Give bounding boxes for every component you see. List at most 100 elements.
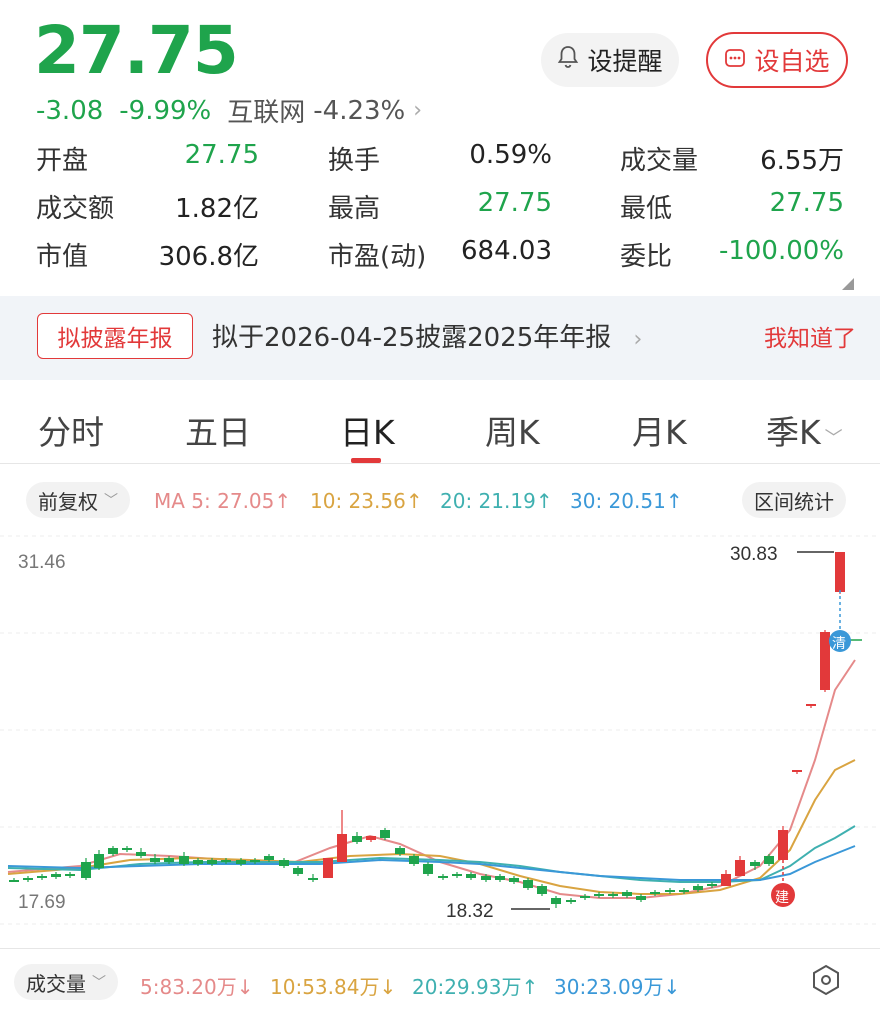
candle-body [136,852,146,856]
bell-icon [557,45,579,75]
vol-ma10-label: 10:53.84万 [270,975,380,999]
ma5-value: MA 5: 27.05↑ [154,489,291,513]
tab-monthly-k[interactable]: 月K [632,413,687,452]
stat-value-low: 27.75 [769,188,844,218]
candle-body [380,830,390,838]
arrow-up-icon: ↑ [405,489,423,513]
tab-intraday[interactable]: 分时 [38,413,104,452]
ma-lines [7,659,856,899]
vol-ma10: 10:53.84万↓ [270,971,396,1000]
candle-body [580,896,590,898]
ma10-value: 10: 23.56↑ [310,489,423,513]
add-favorite-button[interactable]: 设自选 [706,32,848,88]
candle-body [94,854,104,868]
stat-label-order-ratio: 委比 [620,242,673,272]
candle-body [164,858,174,862]
candle-body [466,874,476,878]
stat-value-open: 27.75 [184,140,259,170]
current-price: 27.75 [34,12,239,89]
candle-body [366,836,376,840]
add-favorite-label: 设自选 [754,47,830,76]
candle-body [636,896,646,900]
period-tabs: 分时 五日 日K 周K 月K 季K ﹀ [0,400,880,464]
low-marker-label: 18.32 [446,901,494,922]
tab-five-day[interactable]: 五日 [185,413,251,452]
range-stats-button[interactable]: 区间统计 [742,482,846,518]
candle-body [537,886,547,894]
candlestick-chart[interactable]: 31.46 17.69 30.83 18.32 清 建 [0,530,880,950]
divider [0,948,880,949]
arrow-up-icon: ↑ [665,489,683,513]
candle-body [9,880,19,882]
set-reminder-label: 设提醒 [587,47,663,76]
ma30-label: 30: 20.51 [570,489,666,513]
price-change-pct: -9.99% [119,95,212,126]
stat-value-turnover: 0.59% [469,140,552,170]
candle-body [122,848,132,850]
candle-body [778,830,788,860]
candle-body [352,836,362,842]
sector-link[interactable]: 互联网 -4.23% › [227,92,422,129]
vol-ma5: 5:83.20万↓ [140,971,253,1000]
set-reminder-button[interactable]: 设提醒 [541,33,679,87]
tab-weekly-k[interactable]: 周K [485,413,540,452]
arrow-down-icon: ↓ [236,975,254,999]
tab-quarterly-k-label: 季K [766,413,821,452]
candle-body [423,864,433,874]
y-max-label: 31.46 [18,552,66,573]
expand-corner-icon[interactable] [842,278,854,290]
stat-label-open: 开盘 [36,146,89,176]
candle-body [179,856,189,864]
candle-body [693,886,703,890]
sell-marker-badge[interactable] [829,630,851,652]
arrow-down-icon: ↓ [379,975,397,999]
vol-ma30: 30:23.09万↓ [554,971,680,1000]
arrow-down-icon: ↓ [663,975,681,999]
candle-body [523,880,533,888]
y-min-label: 17.69 [18,892,66,913]
candle-body [792,770,802,772]
candle-body [337,834,347,862]
stat-value-pe: 684.03 [461,236,552,266]
candle-body [250,860,260,862]
high-marker-label: 30.83 [730,544,778,565]
buy-marker-text: 建 [775,890,789,906]
adjust-label: 前复权 [38,489,98,514]
tab-quarterly-k[interactable]: 季K ﹀ [766,406,843,454]
notice-tag: 拟披露年报 [37,313,193,359]
divider [0,463,880,464]
hexagon-settings-icon[interactable] [808,962,844,998]
vol-ma30-label: 30:23.09万 [554,975,664,999]
arrow-up-icon: ↑ [535,489,553,513]
volume-indicator-dropdown[interactable]: 成交量 ﹀ [14,964,118,1000]
candle-body [108,848,118,854]
dismiss-notice-button[interactable]: 我知道了 [764,326,856,352]
candle-body [65,874,75,876]
buy-marker-badge[interactable] [771,883,795,907]
tab-daily-k[interactable]: 日K [340,413,395,452]
stats-row: 成交额 1.82亿 最高 27.75 最低 27.75 [36,188,846,236]
candle-body [481,876,491,880]
candle-body [308,878,318,880]
annual-report-notice[interactable]: 拟披露年报 拟于2026-04-25披露2025年年报 › 我知道了 [0,296,880,380]
adjust-dropdown[interactable]: 前复权 ﹀ [26,482,130,518]
chevron-down-icon: ﹀ [104,493,118,509]
candle-body [608,894,618,896]
stats-row: 开盘 27.75 换手 0.59% 成交量 6.55万 [36,140,846,188]
range-stats-label: 区间统计 [754,489,834,514]
candles [9,552,845,908]
chevron-right-icon: › [633,327,643,352]
candle-body [551,898,561,904]
notice-text: 拟于2026-04-25披露2025年年报 [212,323,612,353]
volume-legend-bar: 成交量 ﹀ 5:83.20万↓ 10:53.84万↓ 20:29.93万↑ 30… [0,962,880,1002]
candle-body [622,892,632,896]
candle-body [207,860,217,864]
candle-body [51,874,61,877]
candle-body [236,860,246,864]
arrow-up-icon: ↑ [521,975,539,999]
stat-label-high: 最高 [328,194,381,224]
candle-body [594,894,604,896]
vol-ma20: 20:29.93万↑ [412,971,538,1000]
candle-body [764,856,774,864]
ma10-label: 10: 23.56 [310,489,406,513]
